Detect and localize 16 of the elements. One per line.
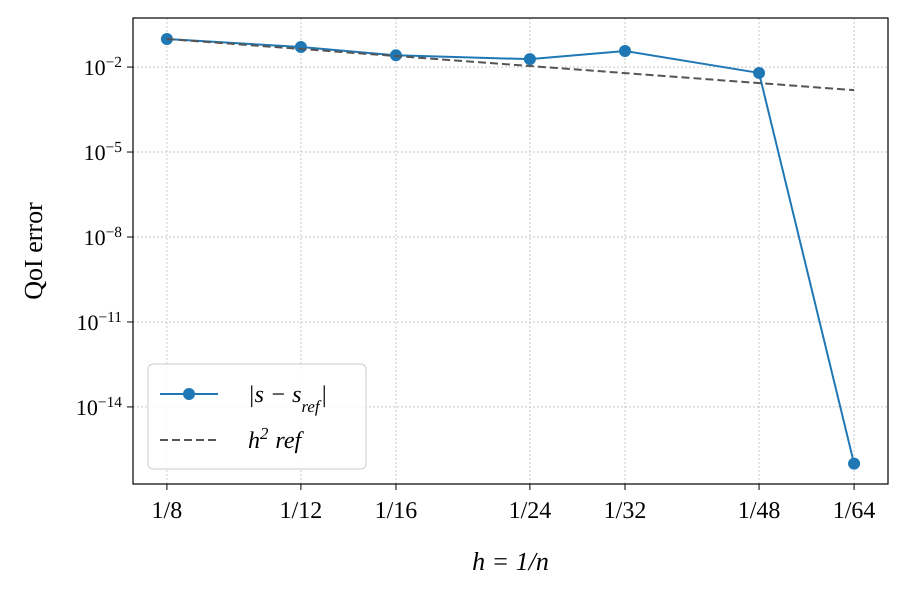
x-axis-title: h = 1/n: [472, 547, 549, 576]
x-tick-label: 1/32: [604, 498, 646, 524]
x-tick-label: 1/48: [738, 498, 780, 524]
x-tick-label: 1/16: [374, 498, 418, 524]
y-axis-title: QoI error: [19, 202, 48, 300]
x-tick-label: 1/12: [280, 498, 322, 524]
legend-label: |s − s$_{ref}$|: [248, 382, 328, 416]
x-tick-label: 1/8: [152, 498, 182, 524]
y-tick-label: 10$^{−14}$: [76, 393, 122, 420]
y-tick-label: 10$^{−8}$: [84, 223, 122, 250]
legend-label: h$^{2}$ ref: [248, 424, 304, 454]
y-tick-label: 10$^{−2}$: [84, 54, 122, 80]
x-tick-label: 1/24: [508, 498, 552, 524]
y-tick-label: 10$^{−5}$: [84, 138, 122, 166]
x-tick-label: 1/64: [832, 498, 876, 524]
y-tick-label: 10$^{−11}$: [76, 308, 122, 335]
